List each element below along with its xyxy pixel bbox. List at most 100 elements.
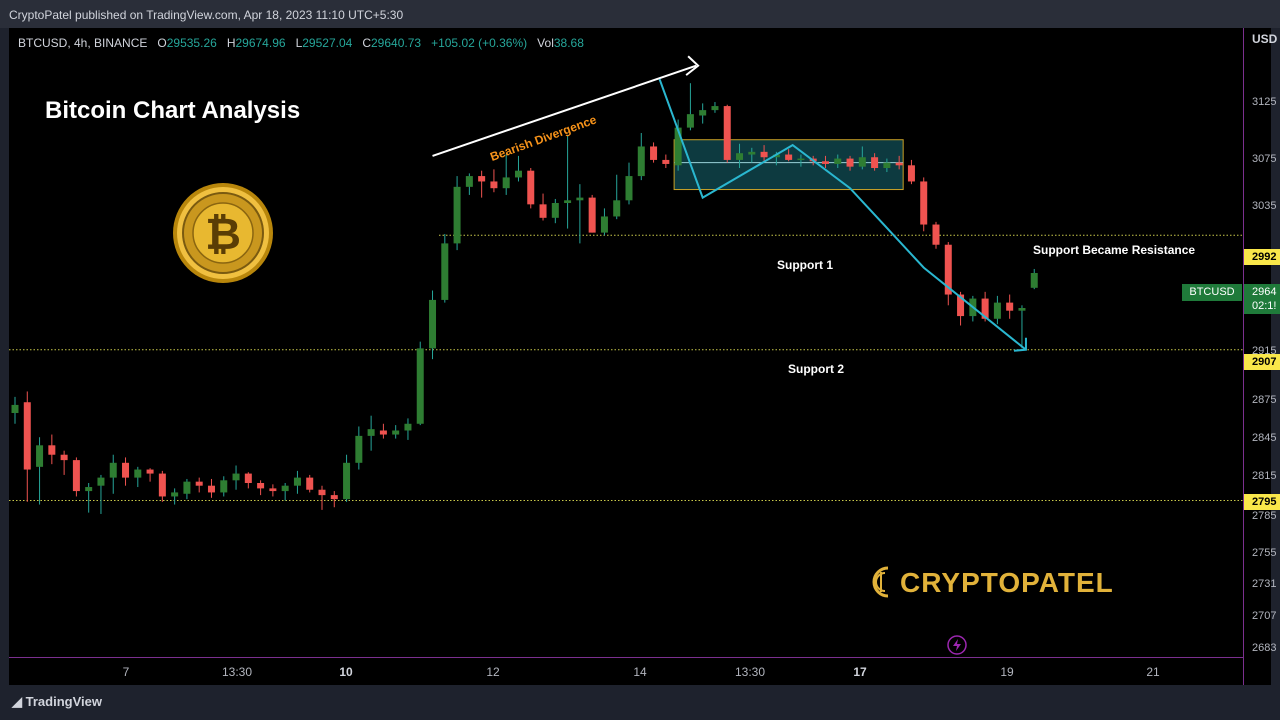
candle-body	[490, 181, 498, 189]
lightning-icon[interactable]	[947, 635, 967, 655]
bitcoin-coin-icon: ₿	[173, 183, 273, 283]
candle-body	[650, 146, 658, 160]
x-tick-label: 21	[1146, 665, 1160, 679]
x-tick-label: 17	[853, 665, 867, 679]
candle-body	[600, 216, 608, 233]
support2-price-tag: 2907	[1244, 354, 1280, 370]
candle-body	[183, 481, 191, 494]
candle-body	[429, 299, 437, 349]
publish-header: CryptoPatel published on TradingView.com…	[0, 0, 1280, 28]
ohlc-legend: BTCUSD, 4h, BINANCE O29535.26 H29674.96 …	[18, 36, 584, 50]
y-tick-label: 3125	[1252, 96, 1277, 108]
candle-body	[613, 200, 621, 217]
candle-body	[379, 430, 387, 435]
candle-body	[625, 176, 633, 201]
candle-body	[343, 462, 351, 500]
ticker-tag: BTCUSD	[1182, 284, 1242, 301]
candle-body	[1006, 302, 1014, 311]
candle-body	[821, 161, 829, 164]
candle-body	[772, 154, 780, 158]
tradingview-label: TradingView	[25, 694, 102, 709]
candlestick-chart[interactable]	[9, 28, 1243, 658]
candle-body	[637, 146, 645, 177]
candle-body	[514, 170, 522, 178]
candle-body	[195, 481, 203, 486]
x-tick-label: 13:30	[221, 665, 253, 679]
x-tick-label: 12	[486, 665, 500, 679]
currency-label: USD	[1252, 32, 1278, 46]
candle-body	[576, 197, 584, 201]
candle-body	[465, 176, 473, 187]
high-label: H	[226, 36, 236, 50]
candle-body	[367, 429, 375, 436]
svg-text:₿: ₿	[205, 209, 241, 260]
high-value: 29674.96	[235, 36, 286, 50]
x-tick-label: 13:30	[734, 665, 766, 679]
candle-body	[920, 181, 928, 225]
last-price-tag: 2964 02:1!	[1244, 284, 1280, 314]
publish-text: CryptoPatel published on TradingView.com…	[9, 8, 404, 22]
candle-body	[883, 162, 891, 168]
low-value: 29527.04	[302, 36, 353, 50]
x-tick-label: 10	[339, 665, 353, 679]
candle-body	[736, 153, 744, 160]
chart-title: Bitcoin Chart Analysis	[45, 97, 301, 124]
trend-path	[658, 78, 1027, 351]
candle-body	[686, 114, 694, 128]
cryptopatel-brand: CRYPTOPATEL	[900, 567, 1114, 598]
close-label: C	[362, 36, 371, 50]
candle-body	[48, 445, 56, 455]
candle-body	[662, 159, 670, 164]
support-resistance-label: Support Became Resistance	[1033, 243, 1196, 257]
candle-body	[723, 106, 731, 160]
y-tick-label: 2815	[1252, 470, 1277, 482]
candle-body	[404, 423, 412, 431]
candle-body	[109, 462, 117, 478]
candle-body	[11, 404, 19, 413]
candle-body	[392, 430, 400, 435]
candle-body	[257, 483, 265, 489]
divergence-arrowhead	[685, 55, 700, 76]
time-axis-border	[9, 657, 1243, 658]
candle-body	[871, 157, 879, 168]
candle-body	[711, 106, 719, 111]
candle-body	[797, 158, 805, 161]
low-label: L	[295, 36, 303, 50]
x-tick-label: 19	[1000, 665, 1014, 679]
candle-body	[318, 489, 326, 496]
candle-body	[36, 445, 44, 467]
candle-body	[330, 495, 338, 500]
candle-body	[478, 176, 486, 182]
tradingview-brand[interactable]: ◢ TradingView	[12, 694, 102, 710]
candle-body	[588, 197, 596, 233]
candle-body	[502, 177, 510, 189]
close-value: 29640.73	[371, 36, 422, 50]
candle-body	[441, 243, 449, 300]
candle-body	[957, 294, 965, 317]
candle-body	[171, 492, 179, 497]
trend-arrowhead	[1013, 337, 1027, 352]
y-tick-label: 3075	[1252, 153, 1277, 165]
candle-body	[551, 203, 559, 218]
chart-frame	[9, 28, 1271, 685]
y-tick-label: 2785	[1252, 510, 1277, 522]
candle-body	[269, 488, 277, 492]
candle-body	[416, 348, 424, 424]
candle-body	[244, 473, 252, 483]
symbol-info: BTCUSD, 4h, BINANCE	[18, 36, 148, 50]
support2-label: Support 2	[788, 362, 844, 376]
candle-body	[207, 485, 215, 493]
y-tick-label: 2875	[1252, 394, 1277, 406]
candle-body	[85, 487, 93, 492]
candle-body	[527, 170, 535, 205]
y-tick-label: 2755	[1252, 547, 1277, 559]
candle-body	[146, 469, 154, 474]
candle-body	[760, 151, 768, 158]
candle-body	[834, 158, 842, 164]
support1-label: Support 1	[777, 258, 833, 272]
last-price: 2964	[1252, 286, 1277, 298]
candle-body	[944, 244, 952, 295]
candle-body	[453, 186, 461, 244]
candle-body	[158, 473, 166, 497]
tradingview-logo-icon: ◢	[12, 694, 22, 709]
